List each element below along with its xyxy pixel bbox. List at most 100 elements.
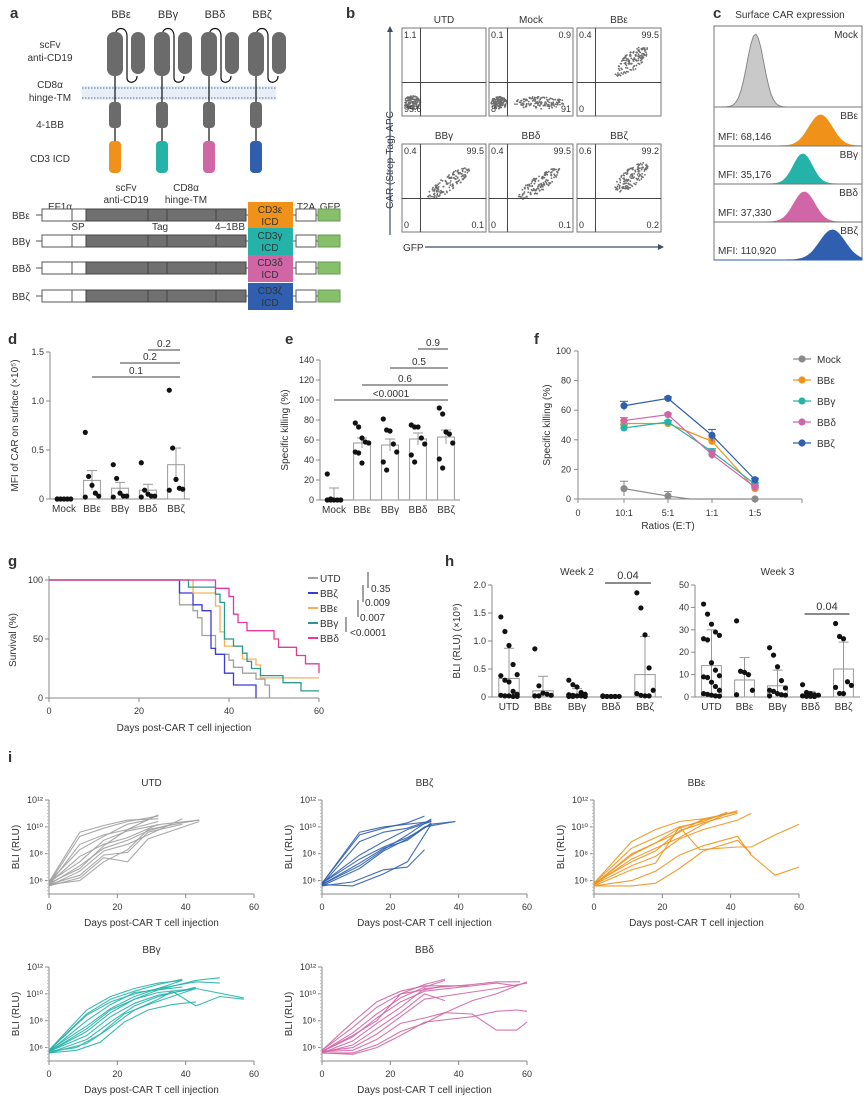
p-value: <0.0001	[373, 389, 410, 400]
survival-curve-BBε	[49, 579, 319, 679]
event-dot	[437, 187, 439, 190]
event-dot	[538, 175, 540, 178]
data-point	[440, 411, 446, 417]
data-point	[700, 674, 707, 680]
event-dot	[640, 178, 643, 180]
data-point	[712, 629, 719, 635]
series-point-BBδ	[751, 483, 759, 491]
x-tick-label: 0	[46, 1069, 51, 1079]
event-dot	[491, 105, 494, 108]
y-tick-label: 0	[566, 494, 571, 504]
x-tick-label: 20	[385, 902, 395, 912]
data-point	[544, 691, 550, 697]
event-dot	[637, 170, 640, 173]
x-tick-label: BBζ	[437, 505, 455, 516]
x-tick-label: 60	[794, 902, 804, 912]
event-dot	[447, 175, 449, 178]
event-dot	[539, 97, 542, 100]
event-dot	[498, 96, 501, 99]
event-dot	[497, 105, 500, 108]
event-dot	[442, 185, 445, 188]
data-point	[741, 669, 748, 675]
bli-curve	[48, 986, 197, 1054]
x-tick-label: BBγ	[111, 504, 129, 515]
data-point	[532, 693, 538, 699]
series-point-BBζ	[664, 394, 672, 402]
event-dot	[412, 95, 415, 98]
event-dot	[525, 99, 527, 102]
event-dot	[436, 189, 439, 191]
histogram-label: Mock	[834, 30, 859, 41]
y-tick-label: 10¹²	[27, 795, 43, 805]
y-tick-label: 10⁶	[302, 876, 316, 886]
y-tick-label: 50	[679, 580, 689, 590]
y-tick-label: 10⁶	[574, 876, 588, 886]
series-point-BBγ	[620, 424, 628, 432]
y-tick-label: 0	[684, 692, 689, 702]
x-tick-label: 20	[134, 706, 144, 716]
quadrant-ur: 99.2	[641, 146, 659, 156]
event-dot	[463, 173, 466, 176]
data-point	[114, 475, 120, 482]
y-tick-label: 0.5	[31, 445, 44, 455]
bli-curve	[48, 978, 183, 1051]
quadrant-ll: 0	[579, 104, 584, 114]
x-tick-label: BBε	[736, 702, 754, 713]
event-dot	[617, 67, 620, 70]
data-point	[450, 440, 456, 446]
scfv-linker	[208, 27, 232, 83]
event-dot	[413, 101, 416, 104]
histogram-label: BBε	[840, 111, 858, 122]
event-dot	[638, 179, 641, 182]
event-dot	[531, 179, 534, 182]
scfv-domain	[248, 32, 264, 76]
tag-box	[147, 234, 168, 248]
event-dot	[523, 98, 526, 101]
event-dot	[498, 101, 501, 104]
data-point	[506, 693, 512, 699]
event-dot	[619, 181, 622, 184]
y-tick-label: 10¹²	[572, 795, 588, 805]
event-dot	[460, 172, 463, 175]
quadrant-ll: 0	[579, 220, 584, 230]
event-dot	[638, 163, 641, 166]
x-tick-label: 40	[181, 902, 191, 912]
series-point-BBδ	[620, 416, 628, 425]
quadrant-lr: 0.1	[558, 220, 571, 230]
event-dot	[635, 64, 638, 67]
event-dot	[411, 101, 414, 104]
event-dot	[528, 96, 531, 99]
y-tick-label: 100	[299, 395, 314, 405]
event-dot	[544, 103, 546, 106]
event-dot	[637, 57, 640, 60]
x-tick-label: 0	[319, 902, 324, 912]
event-dot	[629, 68, 632, 71]
data-point	[506, 679, 512, 685]
event-dot	[435, 196, 438, 199]
event-dot	[442, 191, 445, 193]
event-dot	[534, 189, 537, 192]
event-dot	[639, 54, 641, 57]
event-dot	[449, 184, 452, 187]
data-point	[836, 690, 843, 697]
quadrant-lr: 0.2	[646, 220, 659, 230]
event-dot	[523, 186, 526, 189]
4-1bb-domain	[109, 102, 121, 128]
bli-curve	[593, 812, 728, 886]
event-dot	[643, 168, 646, 171]
data-point	[799, 682, 806, 688]
label-hinge-tm: hinge-TM	[165, 195, 207, 206]
event-dot	[633, 182, 636, 185]
y-tick-label: 1.0	[31, 396, 44, 406]
label-gfp: GFP	[320, 202, 341, 213]
event-dot	[521, 194, 524, 197]
event-dot	[542, 181, 545, 184]
chart-title: BBγ	[142, 945, 160, 956]
chart-title: UTD	[141, 778, 162, 789]
data-point	[638, 692, 644, 698]
data-point	[138, 494, 144, 500]
x-tick-label: BBδ	[409, 505, 428, 516]
bli-curve	[48, 981, 220, 1051]
icd-label: CD3ε	[258, 205, 283, 216]
x-tick-label: UTD	[701, 702, 722, 713]
